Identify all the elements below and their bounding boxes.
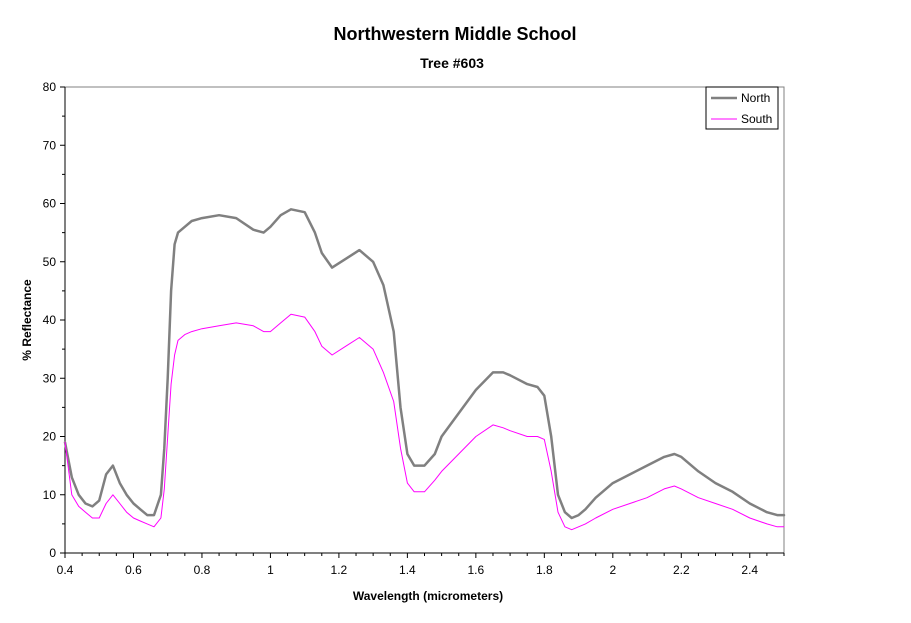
series-line-north — [63, 208, 786, 520]
y-tick-label: 30 — [43, 371, 57, 385]
x-tick-label: 1.4 — [399, 563, 416, 577]
y-tick-label: 10 — [43, 488, 57, 502]
plot-area — [64, 86, 785, 554]
x-tick-label: 1.6 — [468, 563, 485, 577]
legend-label-south: South — [741, 112, 772, 126]
y-axis-title: % Reflectance — [20, 279, 34, 361]
x-tick-label: 0.6 — [125, 563, 142, 577]
y-tick-label: 0 — [49, 546, 56, 560]
y-tick-label: 40 — [43, 313, 57, 327]
x-tick-label: 0.4 — [57, 563, 74, 577]
legend-box — [705, 86, 779, 130]
legend: North South — [705, 86, 779, 130]
x-tick-label: 0.8 — [194, 563, 211, 577]
legend-label-north: North — [741, 91, 770, 105]
x-tick-label: 2 — [609, 563, 616, 577]
x-axis: 0.4 0.6 0.8 1 1.2 1.4 1.6 1.8 2 2.2 2.4 — [57, 552, 785, 577]
y-axis: 0 10 20 30 40 50 60 70 80 — [43, 80, 66, 560]
x-tick-label: 1.2 — [331, 563, 348, 577]
y-tick-label: 20 — [43, 430, 57, 444]
y-tick-label: 80 — [43, 80, 57, 94]
x-tick-label: 1 — [267, 563, 274, 577]
x-axis-title: Wavelength (micrometers) — [353, 589, 503, 603]
chart-title: Northwestern Middle School — [333, 24, 576, 44]
series-layer — [63, 208, 786, 531]
y-tick-label: 60 — [43, 197, 57, 211]
chart-subtitle: Tree #603 — [420, 55, 484, 71]
y-tick-label: 50 — [43, 255, 57, 269]
x-tick-label: 2.2 — [673, 563, 690, 577]
series-line-south — [64, 313, 785, 531]
x-tick-label: 2.4 — [741, 563, 758, 577]
x-tick-label: 1.8 — [536, 563, 553, 577]
y-tick-label: 70 — [43, 138, 57, 152]
